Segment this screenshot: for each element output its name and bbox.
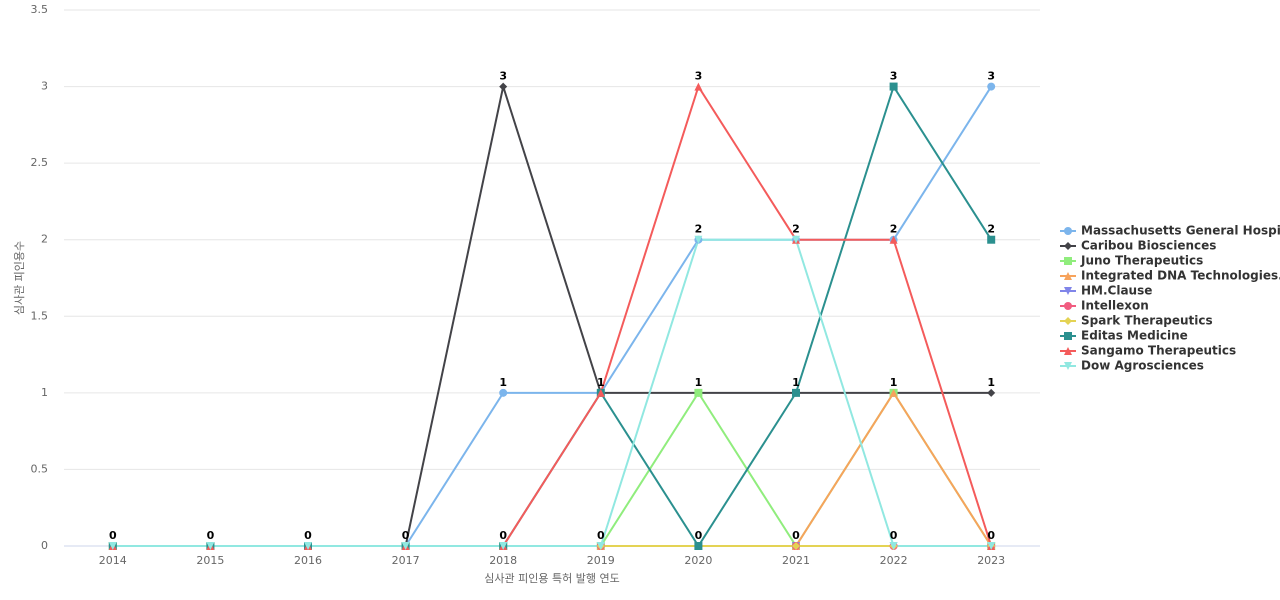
y-tick-label: 3: [41, 80, 48, 93]
y-tick-label: 1.5: [31, 309, 49, 322]
x-tick-label: 2020: [684, 554, 712, 567]
data-label: 0: [695, 529, 703, 542]
point: [499, 542, 508, 550]
legend-label: Juno Therapeutics: [1080, 254, 1203, 268]
point: [889, 542, 898, 550]
data-label: 0: [207, 529, 215, 542]
legend-label: Dow Agrosciences: [1081, 359, 1204, 373]
data-label: 3: [987, 70, 995, 83]
point: [1064, 317, 1072, 325]
point: [987, 235, 996, 244]
data-label: 1: [499, 376, 507, 389]
point: [792, 542, 800, 550]
point: [1064, 347, 1072, 355]
data-label: 2: [987, 223, 995, 236]
data-label: 1: [792, 376, 800, 389]
point: [694, 388, 703, 397]
point: [889, 82, 898, 91]
data-label: 2: [695, 223, 703, 236]
point: [499, 82, 508, 91]
x-tick-label: 2023: [977, 554, 1005, 567]
data-label: 0: [402, 529, 410, 542]
data-label: 1: [695, 376, 703, 389]
point: [1064, 272, 1072, 280]
point: [1064, 227, 1072, 235]
point: [401, 542, 410, 550]
legend-label: Integrated DNA Technologies...: [1081, 269, 1280, 283]
x-tick-label: 2021: [782, 554, 810, 567]
data-label: 0: [987, 529, 995, 542]
data-label: 0: [499, 529, 507, 542]
x-tick-label: 2016: [294, 554, 322, 567]
data-label: 1: [890, 376, 898, 389]
x-tick-label: 2014: [99, 554, 127, 567]
legend-label: Spark Therapeutics: [1081, 314, 1213, 328]
x-tick-label: 2019: [587, 554, 615, 567]
point: [1064, 242, 1072, 250]
point: [889, 235, 898, 244]
x-tick-label: 2015: [196, 554, 224, 567]
data-label: 3: [695, 70, 703, 83]
point: [987, 82, 996, 91]
point: [206, 542, 215, 550]
series-line: [112, 238, 992, 547]
legend-label: Editas Medicine: [1081, 329, 1188, 343]
point: [499, 388, 508, 397]
data-label: 1: [987, 376, 995, 389]
point: [1064, 302, 1072, 310]
data-label: 0: [109, 529, 117, 542]
point: [987, 542, 996, 550]
x-tick-label: 2022: [880, 554, 908, 567]
point: [792, 388, 800, 397]
point: [108, 542, 117, 550]
point: [889, 388, 898, 397]
data-label: 3: [890, 70, 898, 83]
point: [694, 82, 703, 91]
y-tick-label: 3.5: [31, 3, 49, 16]
point: [694, 542, 703, 550]
data-label: 0: [890, 529, 898, 542]
point: [1064, 287, 1072, 295]
x-axis-title: 심사관 피인용 특허 발행 연도: [484, 572, 619, 585]
y-tick-label: 2.5: [31, 156, 49, 169]
legend-label: HM.Clause: [1081, 284, 1152, 298]
legend-label: Sangamo Therapeutics: [1081, 344, 1236, 358]
legend-label: Intellexon: [1081, 299, 1149, 313]
data-label: 0: [304, 529, 312, 542]
x-tick-label: 2017: [392, 554, 420, 567]
point: [694, 235, 703, 244]
point: [987, 388, 996, 397]
data-label: 2: [792, 223, 800, 236]
legend-label: Massachusetts General Hospi...: [1081, 224, 1280, 238]
data-label: 3: [499, 70, 507, 83]
y-tick-label: 2: [41, 233, 48, 246]
point: [1064, 362, 1072, 370]
data-label: 1: [597, 376, 605, 389]
point: [792, 235, 800, 244]
y-axis-title: 심사관 피인용수: [13, 241, 26, 315]
data-label: 0: [597, 529, 605, 542]
data-label: 2: [890, 223, 898, 236]
x-tick-label: 2018: [489, 554, 517, 567]
y-tick-label: 0: [41, 539, 48, 552]
data-label: 0: [792, 529, 800, 542]
y-tick-label: 0.5: [31, 462, 49, 475]
point: [1064, 257, 1072, 265]
legend-label: Caribou Biosciences: [1081, 239, 1216, 253]
point: [1064, 332, 1072, 340]
point: [596, 388, 605, 397]
point: [596, 542, 605, 550]
y-tick-label: 1: [41, 386, 48, 399]
point: [304, 542, 312, 550]
